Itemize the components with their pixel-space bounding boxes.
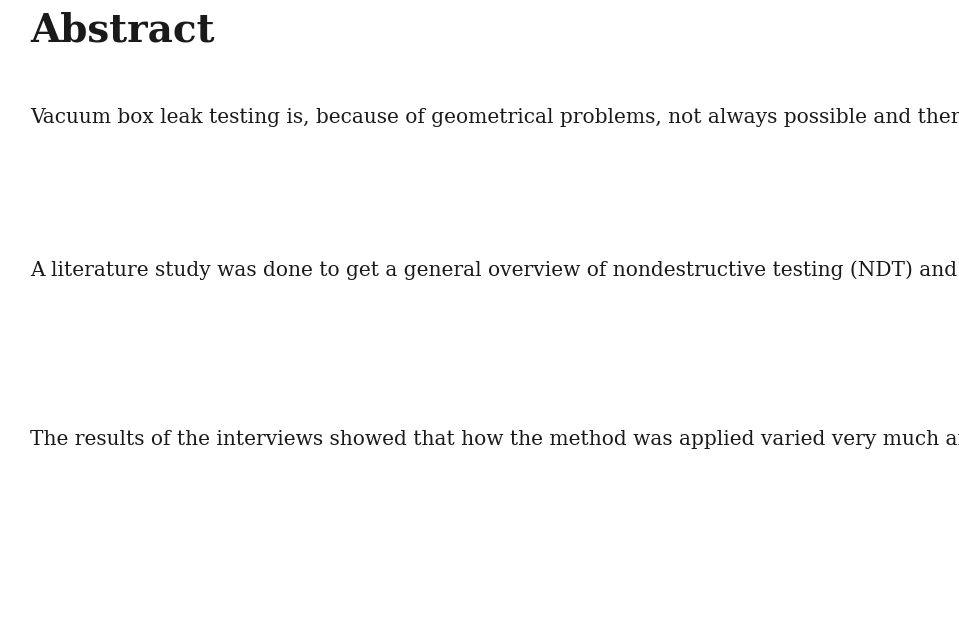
Text: Vacuum box leak testing is, because of geometrical problems, not always possible: Vacuum box leak testing is, because of g… [30, 108, 959, 127]
Text: The results of the interviews showed that how the method was applied varied very: The results of the interviews showed tha… [30, 430, 959, 449]
Text: A literature study was done to get a general overview of nondestructive testing : A literature study was done to get a gen… [30, 260, 959, 279]
Text: Abstract: Abstract [30, 12, 215, 50]
